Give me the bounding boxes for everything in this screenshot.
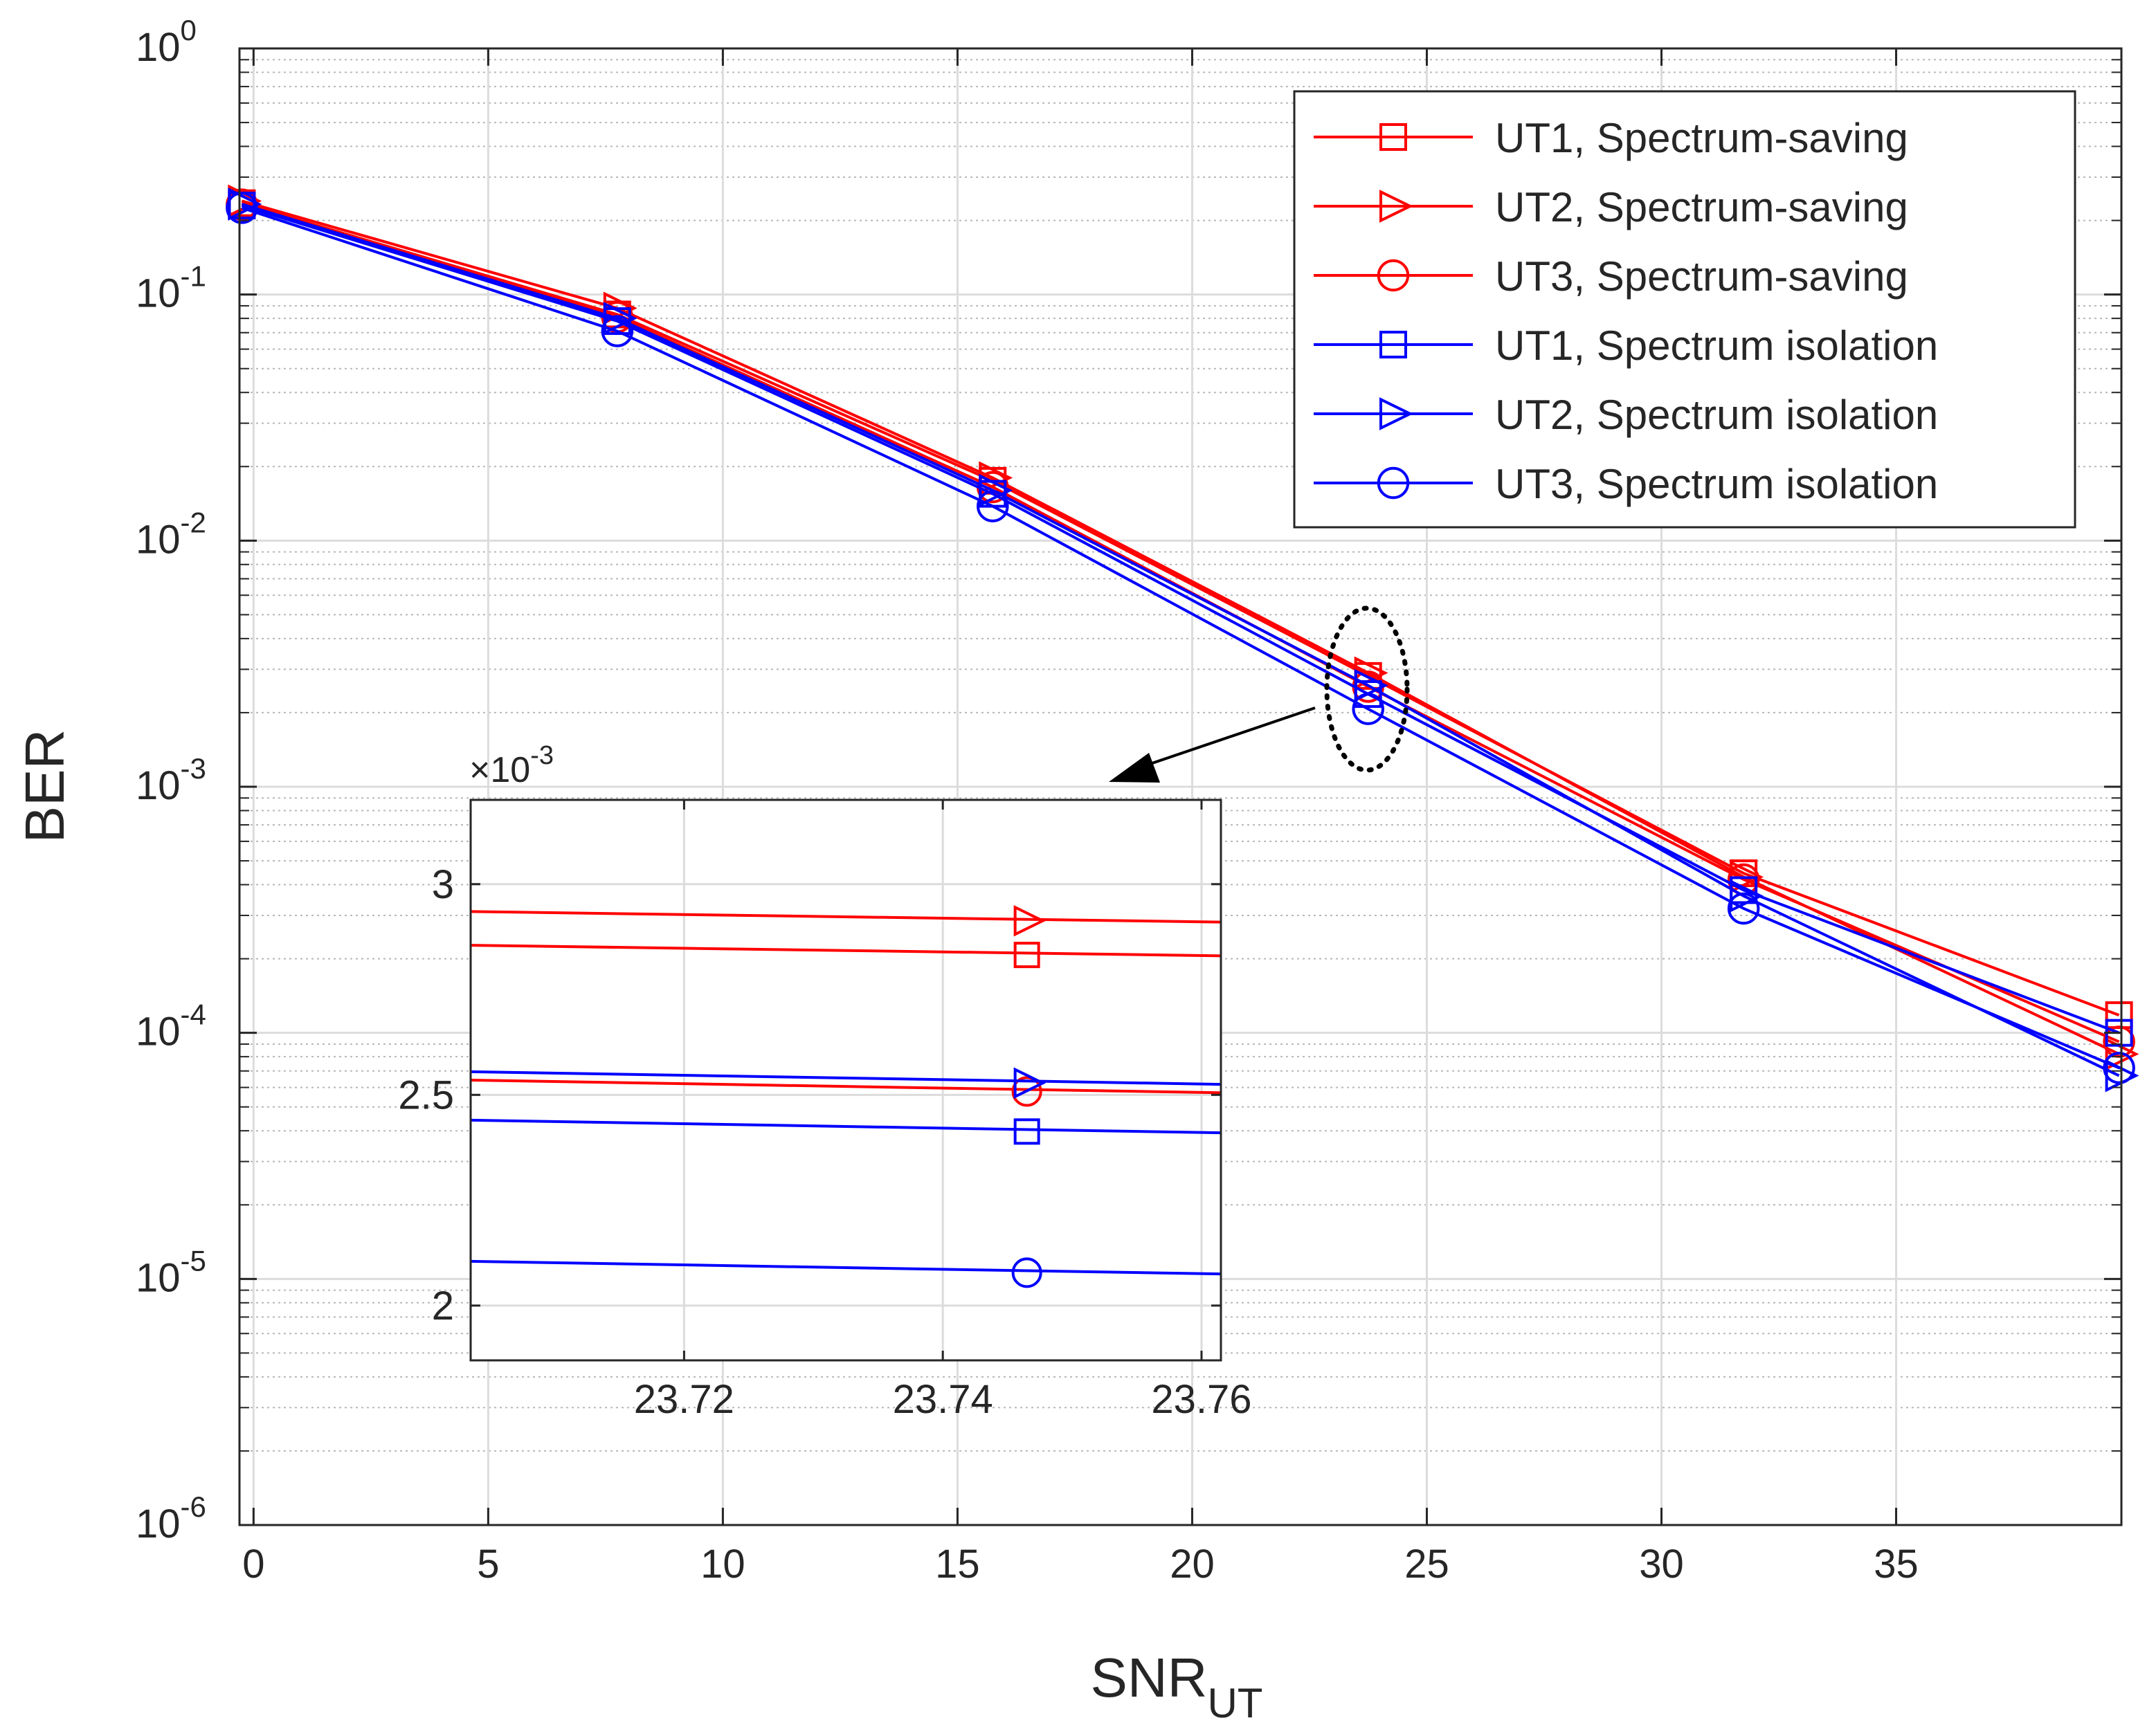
- x-tick-label: 20: [1170, 1542, 1215, 1587]
- legend-marker-6: [1377, 466, 1410, 500]
- y-tick-label: 10-3: [136, 752, 206, 808]
- y-tick-label-exponent: -2: [181, 506, 206, 538]
- legend-label-4: UT1, Spectrum isolation: [1495, 322, 1938, 369]
- inset-series-lines: [470, 905, 1222, 1288]
- legend-marker-1: [1379, 123, 1407, 151]
- y-tick-label-exponent: -6: [181, 1490, 206, 1523]
- inset-x-tick-label: 23.72: [634, 1377, 734, 1422]
- y-tick-label: 10-6: [136, 1490, 206, 1546]
- inset-series-line-1: [470, 944, 1222, 958]
- series-line-4: [241, 204, 2120, 1034]
- y-tick-label: 10-4: [136, 998, 206, 1055]
- y-tick-label: 10-5: [136, 1244, 206, 1300]
- x-axis-label-subscript: UT: [1207, 1680, 1262, 1726]
- series-6-marker: [226, 192, 258, 224]
- series-line-1: [241, 201, 2120, 1016]
- zoom-callout: [1109, 605, 1410, 783]
- series-6-marker: [601, 315, 634, 347]
- y-tick-label-exponent: 0: [181, 14, 197, 46]
- legend-label-1: UT1, Spectrum-saving: [1495, 115, 1908, 161]
- legend-box: [1293, 90, 2076, 529]
- inset-y-multiplier-base: ×10: [469, 750, 530, 790]
- main-axis-ticks: 0 5 10 15 20 25 30 3510010-110-210-310-410-510-…: [136, 14, 2121, 1587]
- legend-marker-4: [1379, 331, 1407, 358]
- y-tick-label-base: 10: [136, 25, 181, 70]
- inset-series-line-2: [470, 910, 1222, 924]
- y-tick-label-exponent: -5: [181, 1244, 206, 1277]
- y-tick-label: 10-2: [136, 506, 206, 562]
- x-tick-label: 0: [242, 1542, 264, 1587]
- series-6-marker: [1727, 892, 1760, 925]
- inset-y-tick-label: 3: [432, 862, 454, 907]
- inset-series-line-6: [470, 1259, 1222, 1276]
- x-tick-label: 10: [700, 1542, 745, 1587]
- zoom-arrow-line: [1141, 706, 1316, 768]
- legend-marker-5: [1379, 397, 1413, 430]
- inset-series-4-marker: [1013, 1118, 1040, 1145]
- y-tick-label-base: 10: [136, 1010, 181, 1055]
- zoom-arrowhead: [1109, 753, 1160, 783]
- y-tick-label-base: 10: [136, 1502, 181, 1546]
- inset-series-line-5: [470, 1070, 1222, 1086]
- inset-series-2-marker: [1013, 905, 1047, 937]
- inset-series-6-marker: [1011, 1257, 1042, 1288]
- inset-x-tick-label: 23.76: [1151, 1377, 1251, 1422]
- series-5-marker: [603, 302, 637, 336]
- y-tick-label-base: 10: [136, 271, 181, 316]
- y-tick-label: 10-1: [136, 260, 206, 316]
- legend-label-6: UT3, Spectrum isolation: [1495, 461, 1938, 507]
- series-5-marker: [979, 473, 1013, 507]
- inset-series-5-marker: [1013, 1067, 1047, 1099]
- series-6-marker: [977, 490, 1009, 522]
- inset-plot: 23.72 23.74 23.76 2 2.5 3 ×10-3: [398, 741, 1251, 1422]
- inset-y-multiplier: ×10-3: [469, 741, 554, 790]
- series-5-marker: [228, 188, 262, 221]
- legend-label-5: UT2, Spectrum isolation: [1495, 392, 1938, 438]
- x-tick-label: 30: [1639, 1542, 1684, 1587]
- x-tick-label: 15: [935, 1542, 980, 1587]
- series-5-marker: [1354, 668, 1388, 702]
- y-tick-label: 100: [136, 14, 197, 70]
- legend: UT1, Spectrum-saving UT2, Spectrum-saving…: [1293, 90, 2076, 529]
- y-tick-label-exponent: -4: [181, 998, 206, 1031]
- inset-series-line-4: [470, 1118, 1222, 1135]
- inset-series-3-marker: [1011, 1076, 1042, 1107]
- series-line-5: [241, 203, 2120, 1077]
- legend-label-2: UT2, Spectrum-saving: [1495, 184, 1908, 230]
- x-tick-label: 5: [477, 1542, 499, 1587]
- inset-y-tick-label: 2.5: [398, 1073, 454, 1117]
- y-tick-label-exponent: -1: [181, 260, 206, 293]
- legend-label-3: UT3, Spectrum-saving: [1495, 253, 1908, 300]
- x-tick-label: 25: [1404, 1542, 1449, 1587]
- legend-marker-2: [1379, 190, 1413, 223]
- inset-series-1-marker: [1013, 942, 1040, 969]
- zoom-region-ellipse: [1324, 605, 1410, 773]
- legend-marker-3: [1377, 259, 1410, 292]
- inset-y-tick-label: 2: [432, 1284, 454, 1329]
- inset-y-multiplier-exponent: -3: [530, 741, 554, 770]
- series-line-6: [241, 206, 2120, 1070]
- y-axis-label: BER: [14, 729, 75, 843]
- x-axis-label: SNRUT: [1091, 1647, 1263, 1726]
- y-tick-label-exponent: -3: [181, 752, 206, 785]
- inset-series-line-3: [470, 1079, 1222, 1095]
- inset-axis-ticks: 23.72 23.74 23.76 2 2.5 3: [398, 800, 1252, 1422]
- y-tick-label-base: 10: [136, 1255, 181, 1300]
- inset-x-tick-label: 23.74: [893, 1377, 993, 1422]
- y-tick-label-base: 10: [136, 517, 181, 562]
- inset-axes-box: [469, 798, 1222, 1362]
- series-6-marker: [1352, 693, 1384, 725]
- series-5-marker: [1730, 879, 1764, 913]
- series-6-marker: [2103, 1052, 2135, 1084]
- x-axis-label-main: SNR: [1091, 1647, 1208, 1708]
- y-tick-label-base: 10: [136, 763, 181, 808]
- x-tick-label: 35: [1874, 1542, 1919, 1587]
